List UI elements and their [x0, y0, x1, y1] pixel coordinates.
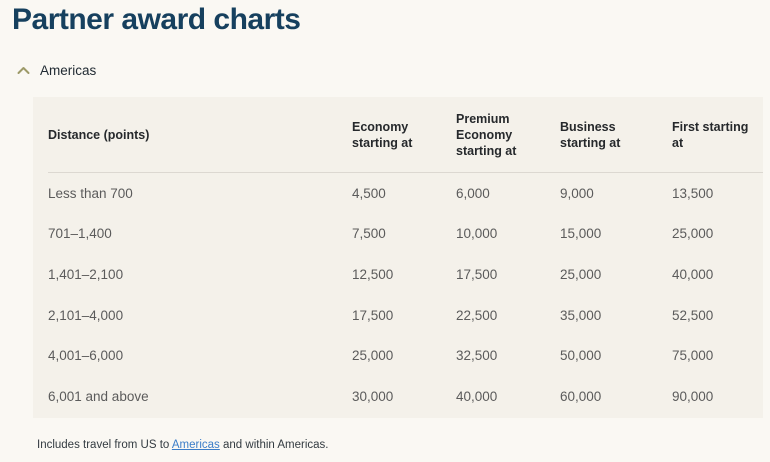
cell-premium-economy: 10,000 [456, 226, 498, 242]
cell-business: 9,000 [560, 185, 594, 201]
cell-premium-economy: 22,500 [456, 307, 498, 323]
table-row: 701–1,400 7,500 10,000 15,000 25,000 [48, 214, 763, 255]
cell-distance: 1,401–2,100 [48, 266, 124, 282]
footnote: Includes travel from US to Americas and … [37, 439, 328, 451]
column-header-premium-economy: Premium Economy starting at [456, 111, 517, 158]
footnote-suffix: and within Americas. [219, 439, 329, 451]
cell-business: 15,000 [560, 226, 602, 242]
table-row: 4,001–6,000 25,000 32,500 50,000 75,000 [48, 335, 763, 376]
cell-premium-economy: 32,500 [456, 348, 498, 364]
table-row: 2,101–4,000 17,500 22,500 35,000 52,500 [48, 295, 763, 336]
cell-first: 40,000 [672, 266, 714, 282]
cell-business: 50,000 [560, 348, 602, 364]
table-row: 1,401–2,100 12,500 17,500 25,000 40,000 [48, 254, 763, 295]
cell-first: 75,000 [672, 348, 714, 364]
cell-first: 90,000 [672, 388, 714, 404]
cell-business: 60,000 [560, 388, 602, 404]
cell-economy: 25,000 [352, 348, 394, 364]
cell-distance: 6,001 and above [48, 388, 149, 404]
cell-economy: 4,500 [352, 185, 386, 201]
cell-premium-economy: 40,000 [456, 388, 498, 404]
cell-distance: 701–1,400 [48, 226, 112, 242]
award-chart-table: Distance (points) Economy starting at Pr… [33, 97, 763, 418]
footnote-prefix: Includes travel from US to [37, 439, 172, 451]
accordion-label: Americas [40, 62, 97, 78]
cell-economy: 7,500 [352, 226, 386, 242]
column-header-distance: Distance (points) [48, 127, 150, 142]
page-title: Partner award charts [12, 3, 301, 36]
column-header-business: Business starting at [560, 119, 621, 150]
column-header-economy: Economy starting at [352, 119, 413, 150]
americas-link[interactable]: Americas [171, 439, 220, 451]
chevron-up-icon [17, 66, 30, 75]
table-row: 6,001 and above 30,000 40,000 60,000 90,… [48, 376, 763, 417]
cell-business: 25,000 [560, 266, 602, 282]
cell-distance: 2,101–4,000 [48, 307, 124, 323]
cell-premium-economy: 17,500 [456, 266, 498, 282]
cell-economy: 12,500 [352, 266, 394, 282]
cell-first: 25,000 [672, 226, 714, 242]
column-header-first: First starting at [672, 119, 749, 150]
cell-first: 13,500 [672, 185, 714, 201]
accordion-header-americas[interactable]: Americas [17, 60, 96, 80]
cell-economy: 17,500 [352, 307, 394, 323]
cell-economy: 30,000 [352, 388, 394, 404]
cell-distance: Less than 700 [48, 185, 133, 201]
cell-first: 52,500 [672, 307, 714, 323]
cell-distance: 4,001–6,000 [48, 348, 124, 364]
cell-business: 35,000 [560, 307, 602, 323]
table-row: Less than 700 4,500 6,000 9,000 13,500 [48, 173, 763, 214]
table-header-row: Distance (points) Economy starting at Pr… [48, 97, 763, 173]
cell-premium-economy: 6,000 [456, 185, 490, 201]
